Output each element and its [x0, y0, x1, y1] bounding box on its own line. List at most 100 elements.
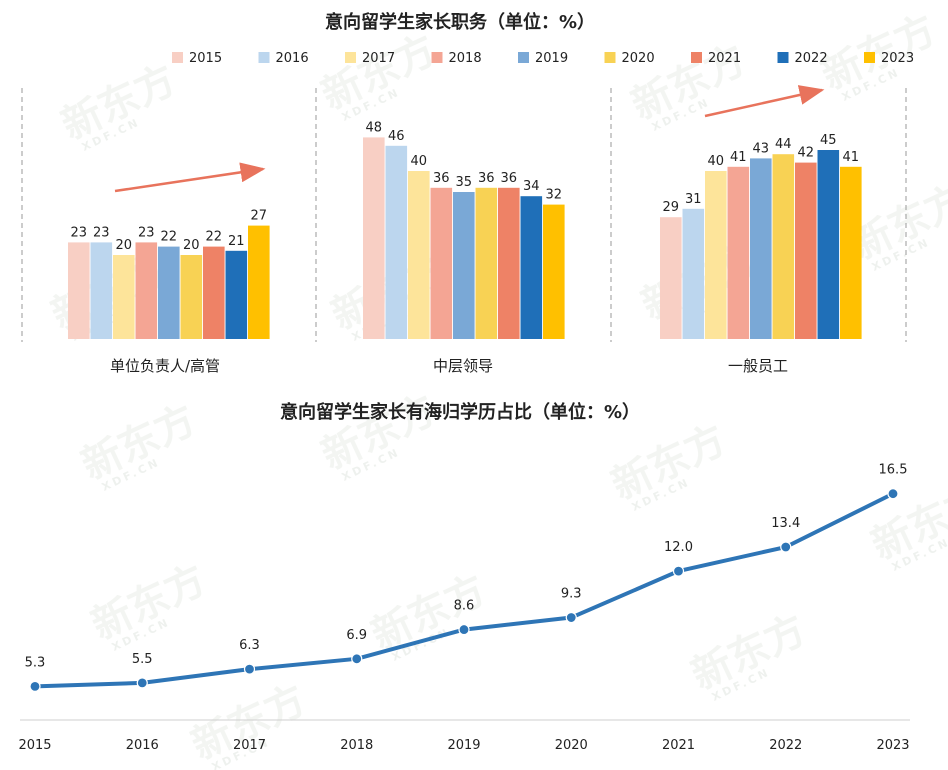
- bar-group: 23 23 20 23 22 20 22 21 27 单位负责人/高管: [68, 209, 270, 375]
- point-value-label: 16.5: [879, 463, 908, 478]
- data-point: [672, 565, 685, 577]
- data-point: [458, 623, 470, 636]
- point-value-label: 6.3: [239, 638, 260, 653]
- bar: [248, 225, 270, 339]
- bar: [475, 187, 498, 339]
- bar: [727, 166, 750, 339]
- legend-label: 2020: [622, 51, 655, 66]
- bar-value-label: 29: [663, 200, 680, 215]
- legend-label: 2016: [276, 51, 309, 66]
- legend-label: 2022: [795, 51, 828, 66]
- bar-value-label: 20: [116, 238, 133, 253]
- bar-value-label: 45: [820, 133, 837, 148]
- bar-value-label: 31: [685, 192, 702, 207]
- legend-item: 2023: [864, 51, 914, 66]
- legend-swatch: [864, 52, 875, 63]
- bar: [705, 171, 727, 339]
- bar-value-label: 36: [433, 171, 450, 186]
- bar: [453, 192, 475, 339]
- bar-value-label: 32: [546, 188, 563, 203]
- legend-item: 2017: [345, 51, 395, 66]
- bar-value-label: 41: [730, 150, 747, 165]
- bar: [158, 246, 180, 339]
- bar-value-label: 40: [411, 154, 428, 169]
- bar: [682, 208, 705, 339]
- bar: [180, 255, 203, 339]
- bar-value-label: 21: [228, 234, 245, 249]
- bar: [363, 137, 385, 339]
- bar-value-label: 27: [251, 209, 268, 224]
- bar-value-label: 44: [775, 137, 792, 152]
- legend-swatch: [777, 52, 789, 63]
- bar: [840, 166, 862, 339]
- legend-swatch: [691, 52, 702, 63]
- legend-swatch: [518, 52, 529, 63]
- x-tick-label: 2015: [18, 738, 51, 753]
- category-label: 中层领导: [433, 357, 493, 375]
- data-point: [351, 653, 363, 665]
- line-chart-title: 意向留学生家长有海归学历占比（单位：%）: [280, 401, 640, 423]
- bar-value-label: 36: [501, 171, 518, 186]
- bar: [225, 250, 248, 339]
- bar-chart-title: 意向留学生家长职务（单位：%）: [325, 11, 595, 33]
- legend-item: 2016: [258, 51, 309, 66]
- bar: [203, 246, 225, 339]
- category-label: 单位负责人/高管: [110, 357, 220, 375]
- point-value-label: 12.0: [664, 540, 693, 555]
- point-value-label: 9.3: [561, 587, 582, 602]
- bar-value-label: 23: [138, 225, 155, 240]
- bar: [90, 242, 113, 339]
- bar: [795, 162, 817, 339]
- legend-label: 2021: [708, 51, 741, 66]
- bar: [498, 187, 520, 339]
- bar: [430, 187, 453, 339]
- legend-label: 2019: [535, 51, 568, 66]
- x-tick-label: 2023: [876, 738, 909, 753]
- legend-swatch: [431, 52, 443, 63]
- data-point: [565, 611, 577, 624]
- legend-swatch: [172, 52, 183, 63]
- point-value-label: 13.4: [771, 516, 800, 531]
- bar-value-label: 22: [161, 230, 178, 245]
- legend-label: 2018: [449, 51, 482, 66]
- bar-value-label: 35: [456, 175, 473, 190]
- bar-value-label: 48: [366, 120, 383, 135]
- trend-arrows: [114, 85, 825, 193]
- legend-item: 2015: [172, 51, 222, 66]
- bar: [750, 158, 772, 339]
- bar-value-label: 23: [93, 225, 110, 240]
- bar-value-label: 36: [478, 171, 495, 186]
- bar: [135, 242, 158, 339]
- legend-item: 2018: [431, 51, 482, 66]
- bar: [520, 196, 543, 339]
- x-tick-label: 2022: [769, 738, 802, 753]
- x-tick-label: 2017: [233, 738, 266, 753]
- bar: [385, 145, 408, 339]
- bar: [113, 255, 135, 339]
- bar: [772, 154, 795, 339]
- x-tick-label: 2016: [126, 738, 159, 753]
- bar-group: 29 31 40 41 43 44 42 45 41 一般员工: [660, 133, 862, 375]
- legend: 2015 2016 2017 2018 2019 2020 2021 2022 2023: [172, 51, 914, 66]
- trend-arrow-staff: [704, 85, 825, 118]
- legend-item: 2021: [691, 51, 741, 66]
- data-point: [136, 677, 148, 689]
- bar: [817, 150, 840, 339]
- legend-swatch: [604, 52, 616, 63]
- bar: [408, 171, 430, 339]
- legend-swatch: [345, 52, 356, 63]
- data-point: [887, 488, 899, 500]
- bar: [68, 242, 90, 339]
- bar-value-label: 22: [206, 230, 223, 245]
- line-chart: 5.3 2015 5.5 2016 6.3 2017 6.9 2018 8.6 2019 9.3 20…: [18, 463, 910, 753]
- x-tick-label: 2019: [447, 738, 480, 753]
